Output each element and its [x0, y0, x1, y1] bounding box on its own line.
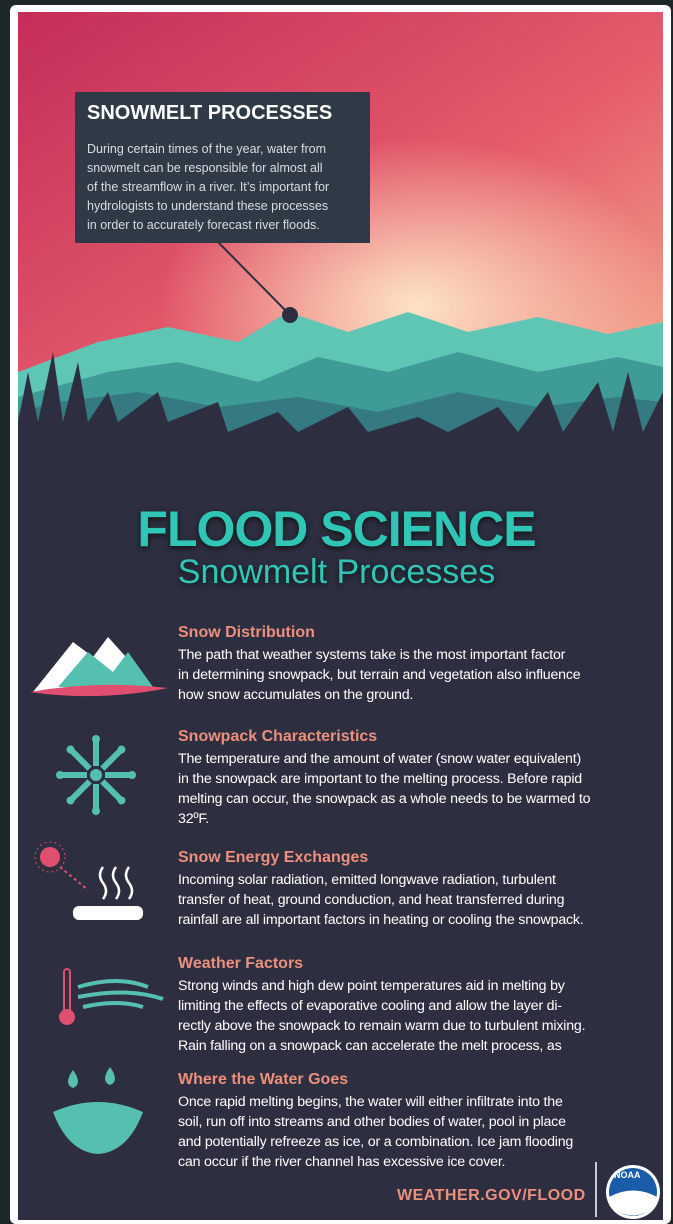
section-heading: Weather Factors: [178, 955, 303, 973]
section-line: can occur if the river channel has exces…: [178, 1152, 505, 1172]
section-line: melting can occur, the snowpack as a who…: [178, 789, 590, 809]
headline: FLOOD SCIENCE: [0, 500, 673, 558]
section-line: soil, run off into streams and other bod…: [178, 1112, 566, 1132]
callout-line: During certain times of the year, water …: [87, 140, 329, 159]
callout-line: snowmelt can be responsible for almost a…: [87, 159, 329, 178]
section-heading: Snow Distribution: [178, 624, 315, 642]
section-line: The temperature and the amount of water …: [178, 749, 581, 769]
section-line: Strong winds and high dew point temperat…: [178, 976, 565, 996]
callout-line: in order to accurately forecast river fl…: [87, 216, 329, 235]
callout-body: During certain times of the year, water …: [87, 140, 329, 235]
section-heading: Snowpack Characteristics: [178, 728, 377, 746]
section-line: 32ºF.: [178, 809, 209, 829]
section-line: transfer of heat, ground conduction, and…: [178, 890, 564, 910]
section-line: in the snowpack are important to the mel…: [178, 769, 582, 789]
section-heading: Where the Water Goes: [178, 1071, 348, 1089]
section-line: Once rapid melting begins, the water wil…: [178, 1092, 563, 1112]
page: SNOWMELT PROCESSES During certain times …: [0, 0, 673, 1224]
footer-url: WEATHER.GOV/FLOOD: [397, 1187, 586, 1205]
callout-title: SNOWMELT PROCESSES: [87, 102, 332, 125]
section-line: Rain falling on a snowpack can accelerat…: [178, 1036, 562, 1056]
section-line: how snow accumulates on the ground.: [178, 685, 413, 705]
section-line: rainfall are all important factors in he…: [178, 910, 584, 930]
section-line: in determining snowpack, but terrain and…: [178, 665, 580, 685]
callout-line: hydrologists to understand these process…: [87, 197, 329, 216]
noaa-logo: NOAA: [614, 1170, 641, 1180]
callout-line: of the streamflow in a river. It’s impor…: [87, 178, 329, 197]
section-line: The path that weather systems take is th…: [178, 645, 565, 665]
subtitle: Snowmelt Processes: [0, 553, 673, 592]
section-line: and potentially refreeze as ice, or a co…: [178, 1132, 573, 1152]
section-line: Incoming solar radiation, emitted longwa…: [178, 870, 556, 890]
section-line: rectly above the snowpack to remain warm…: [178, 1016, 585, 1036]
section-line: limiting the effects of evaporative cool…: [178, 996, 562, 1016]
section-heading: Snow Energy Exchanges: [178, 849, 368, 867]
